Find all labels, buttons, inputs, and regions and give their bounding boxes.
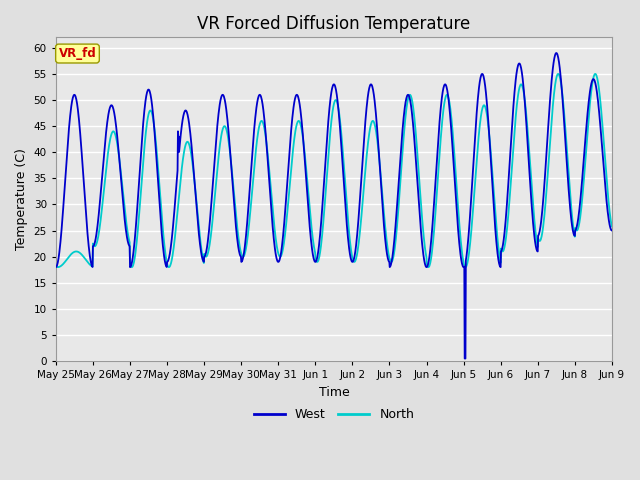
- West: [638, 182, 640, 188]
- North: [145, 110, 153, 116]
- North: [337, 132, 345, 137]
- North: [54, 264, 61, 270]
- X-axis label: Time: Time: [319, 386, 349, 399]
- North: [326, 130, 334, 136]
- North: [580, 174, 588, 180]
- Text: VR_fd: VR_fd: [59, 47, 97, 60]
- North: [554, 71, 562, 77]
- Line: North: North: [56, 74, 640, 267]
- North: [493, 228, 500, 234]
- West: [145, 87, 152, 93]
- Line: West: West: [56, 53, 640, 359]
- Y-axis label: Temperature (C): Temperature (C): [15, 148, 28, 250]
- West: [52, 264, 60, 270]
- West: [461, 356, 468, 361]
- North: [52, 264, 60, 270]
- West: [326, 102, 333, 108]
- West: [552, 50, 560, 56]
- Legend: West, North: West, North: [248, 403, 419, 426]
- West: [337, 139, 345, 144]
- North: [638, 160, 640, 166]
- West: [493, 243, 500, 249]
- West: [580, 153, 588, 158]
- Title: VR Forced Diffusion Temperature: VR Forced Diffusion Temperature: [197, 15, 470, 33]
